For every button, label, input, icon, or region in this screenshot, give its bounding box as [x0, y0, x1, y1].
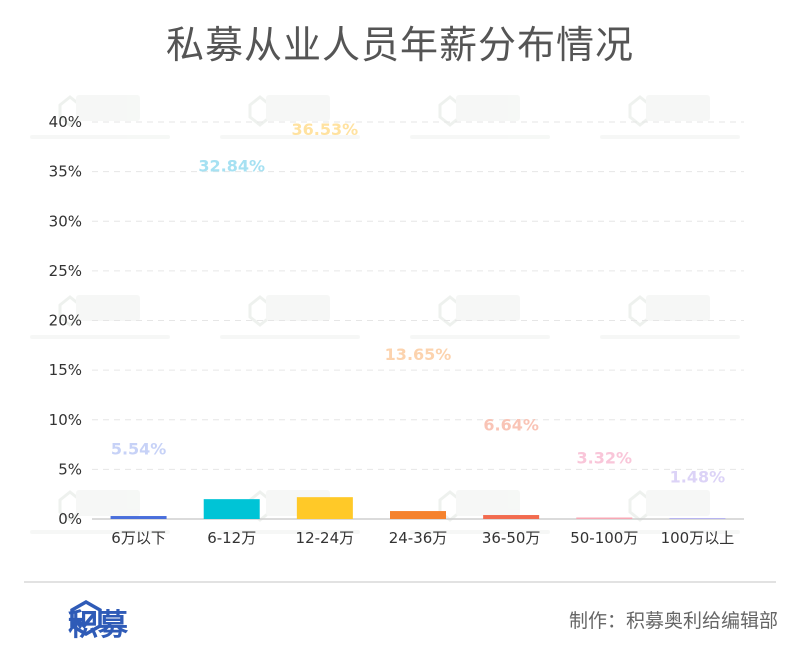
y-tick-label: 5% — [58, 460, 82, 478]
y-tick-label: 20% — [49, 312, 82, 330]
logo-text: 积募 — [68, 608, 128, 643]
value-label: 6.64% — [483, 416, 539, 435]
x-tick-label: 50-100万 — [570, 529, 638, 547]
watermark-icon — [220, 295, 360, 339]
watermark-icon — [600, 490, 740, 534]
bar — [483, 515, 540, 519]
chart-title: 私募从业人员年薪分布情况 — [165, 23, 634, 67]
watermark-icon — [220, 95, 360, 139]
watermark-icon — [30, 95, 170, 139]
bar-chart: 0% 5% 10% 15% 20% 25% 30% 35% 40% 6万以下 6-12万 12-24… — [30, 95, 744, 547]
watermark-icon — [410, 95, 550, 139]
bar — [576, 517, 633, 519]
footer-divider — [24, 581, 776, 583]
watermark-icon — [30, 295, 170, 339]
credit-text: 制作：积募奥利给编辑部 — [568, 610, 778, 632]
bar — [669, 518, 726, 520]
y-axis-ticks: 0% 5% 10% 15% 20% 25% 30% 35% 40% — [49, 113, 82, 528]
value-label: 32.84% — [198, 157, 265, 176]
bar — [296, 497, 353, 519]
y-tick-label: 10% — [49, 411, 82, 429]
y-tick-label: 25% — [49, 262, 82, 280]
bars — [110, 497, 726, 520]
x-axis-labels: 6万以下 6-12万 12-24万 24-36万 36-50万 50-100万 100万以上 — [111, 529, 734, 547]
value-label: 13.65% — [385, 345, 452, 364]
watermark-icon — [600, 295, 740, 339]
x-tick-label: 24-36万 — [389, 529, 448, 547]
y-tick-label: 35% — [49, 163, 82, 181]
value-label: 5.54% — [111, 439, 167, 458]
bar — [110, 516, 167, 519]
watermark-icon — [30, 490, 170, 534]
bar — [203, 499, 260, 519]
x-tick-label: 12-24万 — [296, 529, 355, 547]
x-tick-label: 100万以上 — [661, 529, 735, 547]
x-tick-label: 6万以下 — [111, 529, 166, 547]
grid-lines — [92, 121, 744, 520]
y-tick-label: 0% — [58, 510, 82, 528]
value-label: 1.48% — [670, 467, 726, 486]
y-tick-label: 15% — [49, 361, 82, 379]
value-label: 36.53% — [292, 120, 359, 139]
watermark-icon — [600, 95, 740, 139]
watermark-icon — [410, 295, 550, 339]
y-tick-label: 40% — [49, 113, 82, 131]
value-labels: 5.54% 32.84% 36.53% 13.65% 6.64% 3.32% 1.48% — [111, 120, 725, 486]
logo-icon — [70, 599, 102, 637]
watermark-layer — [30, 95, 740, 534]
x-tick-label: 36-50万 — [482, 529, 541, 547]
bar — [390, 511, 446, 519]
x-tick-label: 6-12万 — [207, 529, 256, 547]
value-label: 3.32% — [577, 448, 633, 467]
y-tick-label: 30% — [49, 212, 82, 230]
